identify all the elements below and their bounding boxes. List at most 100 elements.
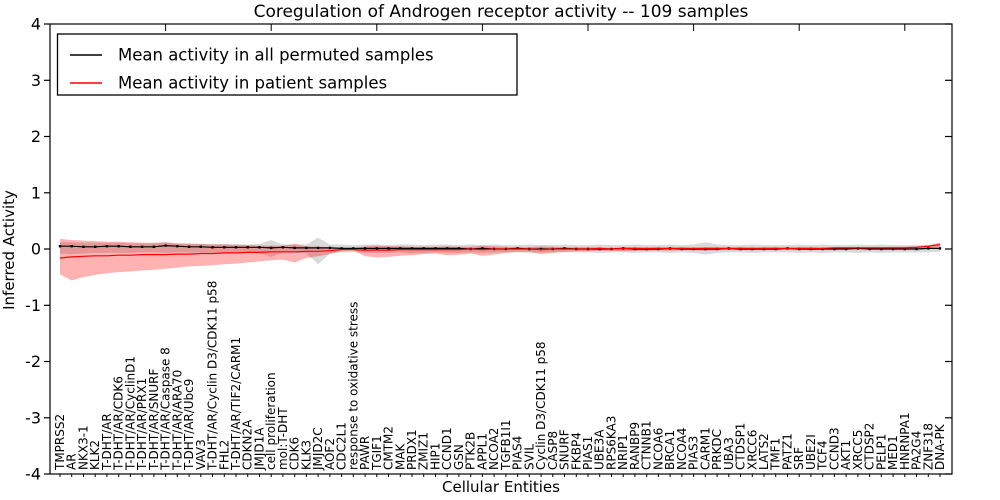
data-point-marker	[316, 246, 320, 250]
x-tick-label: TMF1	[769, 438, 783, 471]
data-point-marker	[399, 247, 402, 250]
x-tick-label: MAK	[393, 442, 407, 470]
x-tick-label: NKX3-1	[77, 425, 91, 470]
data-point-marker	[375, 247, 378, 250]
data-point-marker	[938, 247, 942, 250]
data-point-marker	[903, 247, 906, 251]
y-tick-label: -4	[25, 465, 41, 484]
x-tick-label: NRIP1	[616, 434, 630, 470]
x-tick-label: TCF4	[816, 440, 830, 471]
x-tick-label: cell proliferation	[264, 372, 278, 470]
x-tick-label: T-DHT/AR/Caspase 8	[159, 347, 173, 471]
data-point-marker	[422, 247, 425, 250]
x-tick-label: T-DHT/AR/SNURF	[147, 369, 161, 472]
line-patient	[59, 243, 941, 259]
x-tick-label: T-DHT/AR/PRX1	[135, 378, 149, 471]
x-tick-label: XRCC5	[851, 430, 865, 470]
x-axis-label: Cellular Entities	[442, 478, 560, 496]
data-point-marker	[363, 247, 367, 250]
x-tick-label: KLK3	[299, 440, 313, 470]
x-tick-label: UBE3A	[593, 429, 607, 470]
x-tick-label: PAWR	[358, 436, 372, 470]
plot-frame	[49, 23, 953, 475]
x-tick-label: Cyclin D3/CDK11 p58	[534, 341, 548, 470]
x-tick-label: KLK2	[88, 440, 102, 470]
data-point-marker	[129, 245, 132, 248]
x-tick-label: NCOA2	[487, 428, 501, 470]
data-point-marker	[117, 245, 120, 248]
x-tick-label: NCOA6	[651, 428, 665, 470]
data-point-marker	[58, 245, 62, 248]
x-tick-label: LATS2	[757, 433, 771, 470]
data-point-marker	[82, 245, 85, 248]
x-tick-label: SNURF	[558, 429, 572, 470]
data-point-marker	[281, 246, 285, 249]
x-tick-label: PIAS3	[687, 436, 701, 470]
data-point-marker	[211, 246, 214, 249]
x-tick-label: CARM1	[698, 427, 712, 470]
x-tick-label: CDKN2A	[241, 419, 255, 470]
x-tick-label: PIAS4	[511, 436, 525, 470]
data-point-marker	[352, 247, 355, 250]
band-permuted	[60, 237, 940, 265]
data-point-marker	[328, 246, 332, 250]
legend-label-permuted: Mean activity in all permuted samples	[118, 46, 434, 65]
x-tick-label: PATZ1	[781, 433, 795, 470]
data-point-marker	[234, 246, 238, 249]
x-tick-label: T-DHT/AR/TIF2/CARM1	[229, 337, 243, 471]
x-tick-label: T-DHT/AR/Cyclin D3/CDK11 p58	[206, 281, 220, 471]
x-tick-label: BRCA1	[663, 430, 677, 470]
x-tick-label: SRF	[792, 447, 806, 470]
x-tick-label: PRKDC	[710, 429, 724, 470]
data-point-marker	[457, 247, 461, 250]
x-tick-label: CTNNB1	[640, 420, 654, 470]
data-point-marker	[891, 247, 895, 251]
y-tick-label: 1	[31, 183, 41, 202]
y-tick-label: -3	[25, 408, 41, 427]
x-tick-label: CDK6	[288, 437, 302, 470]
x-tick-label: T-DHT/AR	[100, 413, 114, 471]
y-tick-label: 3	[31, 71, 41, 90]
x-tick-label: CCND1	[440, 427, 454, 470]
data-point-marker	[164, 244, 167, 247]
y-axis-label: Inferred Activity	[0, 190, 18, 310]
x-tick-label: UBA3	[722, 437, 736, 470]
data-point-marker	[446, 247, 449, 250]
x-tick-label: RPS6KA3	[605, 416, 619, 470]
x-tick-label: CTDSP1	[734, 423, 748, 470]
x-tick-label: T-DHT/AR/Ubc9	[182, 379, 196, 471]
data-point-marker	[868, 247, 871, 251]
y-tick-label: 0	[31, 240, 41, 259]
x-tick-label: UBE2I	[804, 434, 818, 470]
x-tick-label: RANBP9	[628, 422, 642, 470]
x-tick-label: CMTM2	[382, 426, 396, 470]
x-tick-label: response to oxidative stress	[346, 302, 360, 470]
data-point-marker	[176, 245, 179, 248]
series-lines	[58, 243, 942, 259]
x-tick-label: TMPRSS2	[53, 414, 67, 471]
x-tick-label: ZNF318	[921, 423, 935, 470]
data-point-marker	[94, 245, 97, 248]
data-point-marker	[915, 247, 918, 251]
x-tick-label: XRCC6	[745, 430, 759, 470]
data-point-marker	[880, 247, 883, 251]
x-tick-label: PRDX1	[405, 429, 419, 470]
data-point-marker	[187, 245, 191, 248]
x-tick-label: JMJD1A	[253, 427, 267, 471]
y-tick-label: -1	[25, 296, 41, 315]
x-tick-label: TGFB1I1	[499, 419, 513, 471]
x-tick-label: MED1	[886, 435, 900, 470]
x-tick-label: PIAS1	[581, 436, 595, 470]
x-tick-label: CTDSP2	[863, 423, 877, 470]
x-tick-label: APPL1	[475, 433, 489, 470]
x-tick-label: GSN	[452, 444, 466, 470]
x-tick-label: VAV3	[194, 439, 208, 470]
data-point-marker	[140, 245, 144, 248]
data-point-marker	[434, 247, 437, 250]
data-point-marker	[387, 247, 390, 250]
data-point-marker	[199, 245, 202, 248]
x-tick-label: FHL2	[217, 440, 231, 470]
x-tick-label: HIP1	[429, 443, 443, 470]
